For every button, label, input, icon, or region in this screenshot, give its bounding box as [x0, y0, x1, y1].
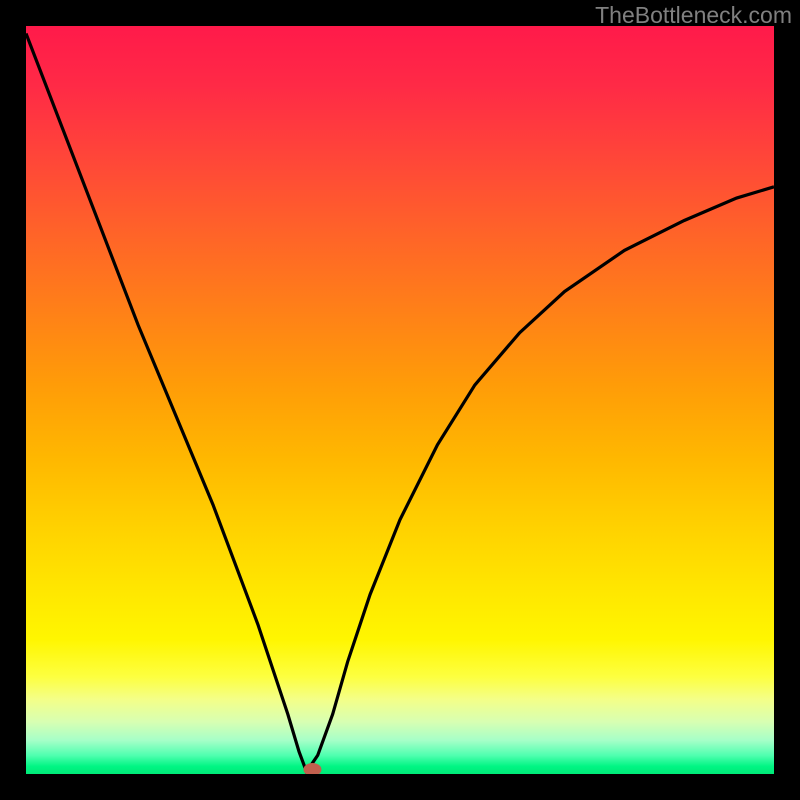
- gradient-background: [26, 26, 774, 774]
- bottleneck-chart: [26, 26, 774, 774]
- watermark-text: TheBottleneck.com: [595, 2, 792, 29]
- chart-svg: [26, 26, 774, 774]
